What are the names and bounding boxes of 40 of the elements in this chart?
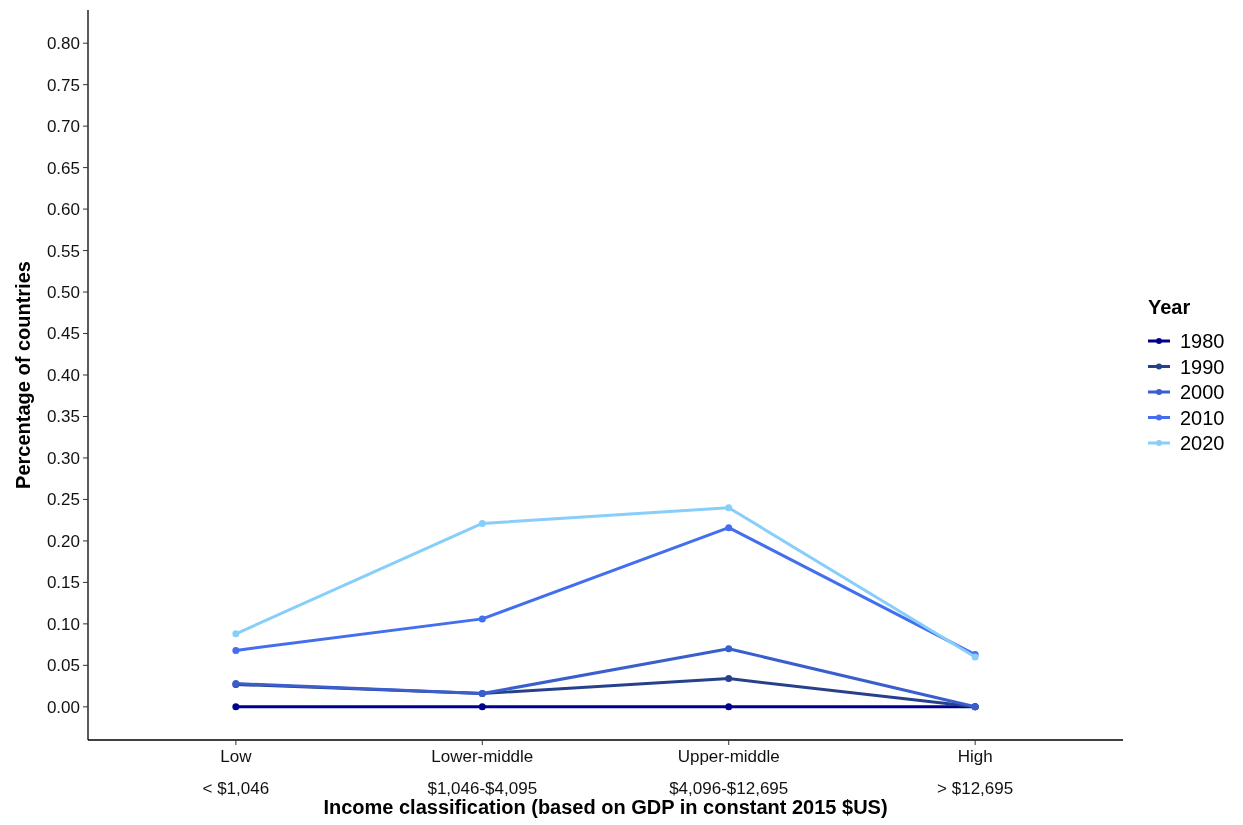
y-axis-title: Percentage of countries [12, 261, 34, 489]
y-tick-label: 0.60 [46, 200, 80, 220]
legend-title: Year [1148, 296, 1191, 318]
y-tick-label: 0.35 [46, 407, 80, 427]
point [478, 519, 486, 527]
point [478, 615, 486, 623]
legend-label: 2000 [1180, 381, 1225, 403]
y-tick-label: 0.50 [46, 283, 80, 302]
y-tick-label: 0.00 [46, 697, 80, 717]
point [232, 703, 240, 711]
y-tick-label: 0.80 [46, 34, 80, 54]
y-tick-label: 0.65 [46, 158, 80, 178]
point [725, 645, 733, 653]
y-tick-label: 0.25 [46, 490, 80, 510]
point [725, 524, 733, 532]
point [478, 703, 486, 711]
legend-label: 1980 [1180, 330, 1225, 352]
x-tick-label: Low < $1,046 [202, 747, 270, 798]
y-tick-label: 0.10 [46, 614, 80, 634]
y-tick-label: 0.05 [46, 656, 80, 676]
point [725, 675, 733, 683]
y-tick-label: 0.45 [46, 324, 80, 344]
y-tick-label: 0.20 [46, 531, 80, 551]
x-tick-label: Lower-middle $1,046-$4,095 [427, 747, 538, 798]
legend-label: 2010 [1180, 406, 1225, 429]
x-tick-label: Upper-middle $4,096-$12,695 [669, 747, 789, 798]
point [725, 703, 733, 711]
point [725, 504, 733, 512]
y-tick-label: 0.40 [46, 365, 80, 385]
x-axis-title: Income classification (based on GDP in constant 2015 $US) [323, 796, 888, 818]
y-tick-label: 0.55 [46, 241, 80, 261]
y-tick-label: 0.15 [46, 573, 80, 593]
point [232, 630, 240, 638]
point [232, 646, 240, 654]
y-tick-label: 0.30 [46, 448, 80, 468]
legend-label: 2020 [1180, 432, 1225, 454]
legend-label: 1990 [1180, 355, 1225, 378]
y-tick-label: 0.75 [46, 75, 80, 95]
x-tick-label: High > $12,695 [937, 747, 1014, 798]
y-tick-label: 0.70 [46, 117, 80, 137]
